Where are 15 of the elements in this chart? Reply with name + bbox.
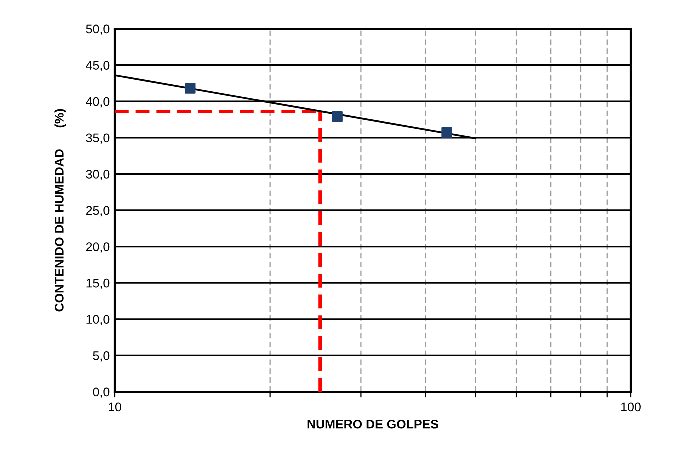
y-tick-label: 30,0: [86, 170, 110, 180]
y-tick-label: 10,0: [86, 315, 110, 326]
y-tick-label: 50,0: [86, 24, 110, 36]
y-tick-label: 45,0: [86, 61, 110, 72]
y-tick-label: 35,0: [86, 134, 110, 144]
y-tick-label: 0,0: [93, 388, 110, 398]
y-axis-title: CONTENIDO DE HUMEDAD (%): [54, 109, 66, 312]
y-tick-label: 5,0: [93, 352, 110, 362]
x-tick-label: 10: [109, 402, 122, 412]
x-axis-title: NUMERO DE GOLPES: [308, 420, 438, 429]
y-tick-label: 20,0: [86, 242, 110, 253]
y-tick-label: 25,0: [86, 206, 110, 217]
y-tick-label: 40,0: [86, 97, 110, 108]
x-tick-label: 100: [622, 402, 641, 412]
y-tick-label: 15,0: [86, 278, 110, 290]
